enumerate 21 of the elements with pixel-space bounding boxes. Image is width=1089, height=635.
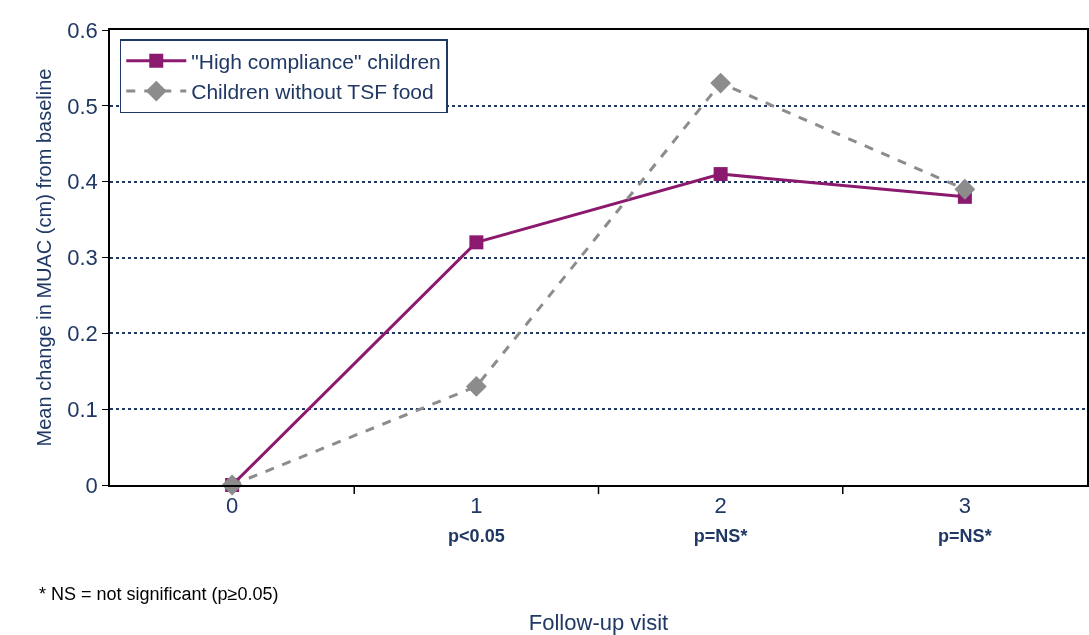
legend-label: "High compliance" children	[191, 49, 441, 73]
y-tick-label: 0.1	[67, 396, 98, 422]
y-axis-title: Mean change in MUAC (cm) from baseline	[33, 68, 56, 447]
y-tick-label: 0.2	[67, 321, 98, 347]
point	[710, 72, 732, 94]
y-tick-label: 0.6	[67, 17, 98, 43]
y-tick-label: 0.5	[67, 93, 98, 119]
text: * NS = not significant (p≥0.05)	[39, 584, 279, 604]
point	[465, 376, 487, 397]
x-tick-label: 3 p=NS*	[938, 493, 992, 546]
y-tick-label: 0.4	[67, 169, 98, 195]
y-tick-label: 0.3	[67, 245, 98, 271]
point	[713, 167, 728, 182]
x-axis-title: Follow-up visit	[528, 610, 669, 635]
x-tick-label: 1 p<0.05	[448, 493, 505, 546]
y-tick-label: 0	[85, 472, 98, 498]
legend-label: Children without TSF food	[191, 80, 434, 104]
x-tick-label: 2 p=NS*	[693, 493, 748, 546]
point	[954, 178, 976, 200]
point	[469, 235, 484, 250]
x-tick-label: 0	[226, 493, 239, 519]
